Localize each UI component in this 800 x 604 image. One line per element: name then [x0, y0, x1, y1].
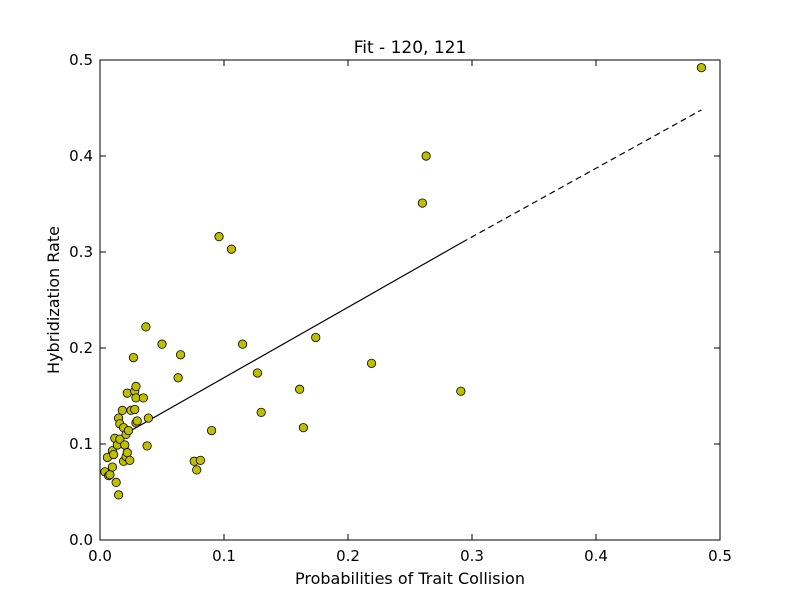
chart-title: Fit - 120, 121 — [354, 38, 467, 58]
fit-line-dashed — [461, 109, 702, 243]
data-point — [142, 441, 152, 451]
data-point — [214, 232, 224, 242]
x-tick-label: 0.0 — [88, 547, 112, 565]
y-tick-label: 0.0 — [69, 531, 93, 549]
data-point — [111, 477, 121, 487]
data-point — [120, 440, 130, 450]
fit-line-group — [112, 109, 702, 442]
x-tick-label: 0.1 — [212, 547, 236, 565]
data-point — [696, 63, 707, 73]
data-point — [122, 388, 132, 398]
fit-line-solid — [112, 241, 463, 442]
data-point — [130, 404, 140, 415]
data-point — [143, 413, 153, 423]
data-point — [256, 407, 266, 417]
data-point — [141, 322, 151, 332]
data-point — [109, 449, 119, 460]
data-point — [295, 384, 305, 394]
x-tick-label: 0.4 — [584, 547, 608, 565]
data-point — [238, 339, 248, 349]
data-point — [138, 393, 148, 403]
x-tick-label: 0.2 — [336, 547, 360, 565]
data-point — [157, 339, 167, 349]
data-point — [123, 425, 134, 436]
data-point — [114, 490, 124, 500]
x-axis: 0.0 0.1 0.2 0.3 0.4 0.5 — [88, 60, 732, 565]
data-point — [417, 198, 427, 208]
y-axis: 0.0 0.1 0.2 0.3 0.4 0.5 — [69, 51, 720, 549]
data-point — [117, 405, 127, 415]
data-point — [421, 151, 431, 161]
data-point — [115, 434, 125, 444]
data-point — [226, 244, 237, 254]
data-point — [207, 425, 217, 436]
data-point — [298, 423, 308, 433]
y-axis-label: Hybridization Rate — [44, 226, 63, 374]
data-points-group — [100, 63, 707, 500]
plot-frame — [99, 59, 721, 541]
data-point — [176, 350, 186, 360]
data-point — [105, 470, 115, 480]
data-point — [252, 368, 263, 378]
data-point — [192, 465, 202, 475]
data-point — [456, 386, 466, 396]
y-tick-label: 0.2 — [69, 339, 93, 357]
y-tick-label: 0.4 — [69, 147, 93, 165]
y-tick-label: 0.3 — [69, 243, 93, 261]
data-point — [195, 455, 206, 465]
data-point — [173, 373, 183, 383]
x-tick-label: 0.3 — [460, 547, 484, 565]
data-point — [132, 416, 142, 426]
data-point — [107, 462, 118, 472]
data-point — [366, 358, 377, 368]
data-point — [128, 352, 139, 363]
data-point — [122, 448, 132, 458]
data-point — [311, 332, 321, 343]
y-tick-label: 0.5 — [69, 51, 93, 69]
data-point — [131, 381, 141, 391]
x-tick-label: 0.5 — [708, 547, 732, 565]
y-tick-label: 0.1 — [69, 435, 93, 453]
x-axis-label: Probabilities of Trait Collision — [295, 569, 525, 588]
data-point — [125, 455, 135, 465]
